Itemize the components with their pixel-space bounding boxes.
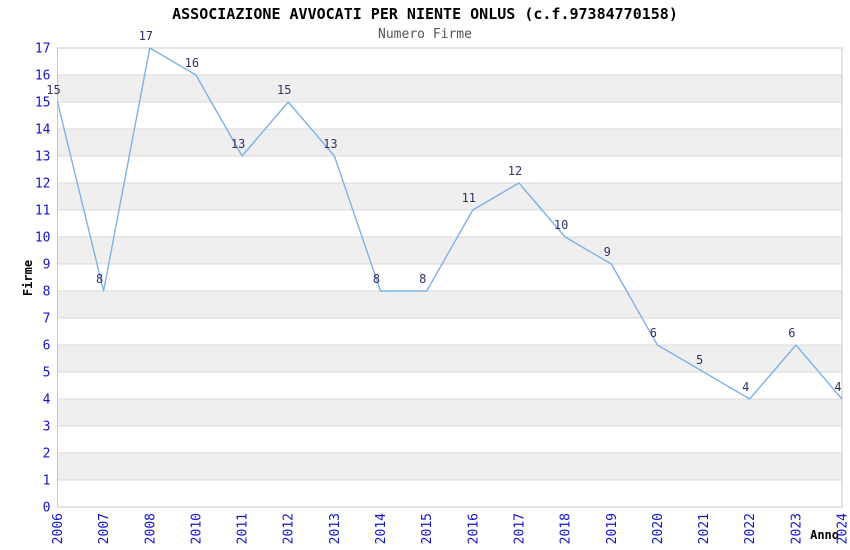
data-point-label: 6 [650, 326, 657, 340]
x-axis-label: Anno [810, 528, 839, 542]
x-tick-label: 2024 [836, 513, 850, 544]
data-point-label: 8 [96, 272, 103, 286]
x-tick-label: 2007 [97, 513, 112, 544]
data-point-label: 8 [419, 272, 426, 286]
plot-band [57, 129, 842, 156]
y-tick-label: 16 [35, 69, 51, 84]
data-point-label: 8 [373, 272, 380, 286]
x-tick-label: 2018 [559, 513, 574, 544]
data-point-label: 4 [834, 380, 841, 394]
y-tick-label: 2 [43, 447, 51, 462]
x-tick-label: 2020 [651, 513, 666, 544]
data-point-label: 13 [323, 137, 337, 151]
y-tick-label: 8 [43, 285, 51, 300]
x-tick-label: 2011 [236, 513, 251, 544]
x-tick-label: 2016 [466, 513, 481, 544]
chart-title: ASSOCIAZIONE AVVOCATI PER NIENTE ONLUS (… [172, 5, 678, 23]
data-point-label: 10 [554, 218, 568, 232]
x-tick-label: 2023 [789, 513, 804, 544]
x-tick-label: 2013 [328, 513, 343, 544]
y-tick-label: 10 [35, 231, 51, 246]
y-tick-label: 0 [43, 501, 51, 516]
y-tick-label: 17 [35, 42, 51, 57]
x-tick-label: 2015 [420, 513, 435, 544]
y-tick-label: 14 [35, 123, 51, 138]
y-tick-label: 13 [35, 150, 51, 165]
y-tick-label: 11 [35, 204, 51, 219]
y-tick-label: 9 [43, 258, 51, 273]
data-point-label: 6 [788, 326, 795, 340]
data-line [56, 47, 843, 400]
chart-subtitle: Numero Firme [378, 27, 472, 42]
y-tick-label: 15 [35, 96, 51, 111]
data-point-label: 4 [742, 380, 749, 394]
data-point-label: 13 [231, 137, 245, 151]
data-point-label: 9 [604, 245, 611, 259]
x-tick-label: 2017 [513, 513, 528, 544]
data-point-label: 16 [185, 56, 199, 70]
x-tick-label: 2010 [189, 513, 204, 544]
x-tick-label: 2019 [605, 513, 620, 544]
y-tick-label: 5 [43, 366, 51, 381]
plot-band [57, 291, 842, 318]
y-tick-label: 7 [43, 312, 51, 327]
y-tick-label: 12 [35, 177, 51, 192]
y-tick-label: 3 [43, 420, 51, 435]
y-tick-label: 6 [43, 339, 51, 354]
plot-band [57, 345, 842, 372]
plot-band [57, 453, 842, 480]
x-tick-label: 2006 [51, 513, 66, 544]
data-point-label: 15 [277, 83, 291, 97]
plot-band [57, 399, 842, 426]
data-point-label: 11 [462, 191, 476, 205]
plot-band [57, 183, 842, 210]
y-tick-label: 4 [43, 393, 51, 408]
data-point-label: 17 [139, 29, 153, 43]
x-tick-label: 2014 [374, 513, 389, 544]
data-point-label: 15 [46, 83, 60, 97]
x-tick-label: 2012 [282, 513, 297, 544]
x-tick-label: 2008 [143, 513, 158, 544]
data-point-label: 12 [508, 164, 522, 178]
x-tick-label: 2021 [697, 513, 712, 544]
plot-border [57, 47, 843, 508]
y-tick-label: 1 [43, 474, 51, 489]
data-point-label: 5 [696, 353, 703, 367]
x-tick-label: 2022 [743, 513, 758, 544]
plot-band [57, 75, 842, 102]
